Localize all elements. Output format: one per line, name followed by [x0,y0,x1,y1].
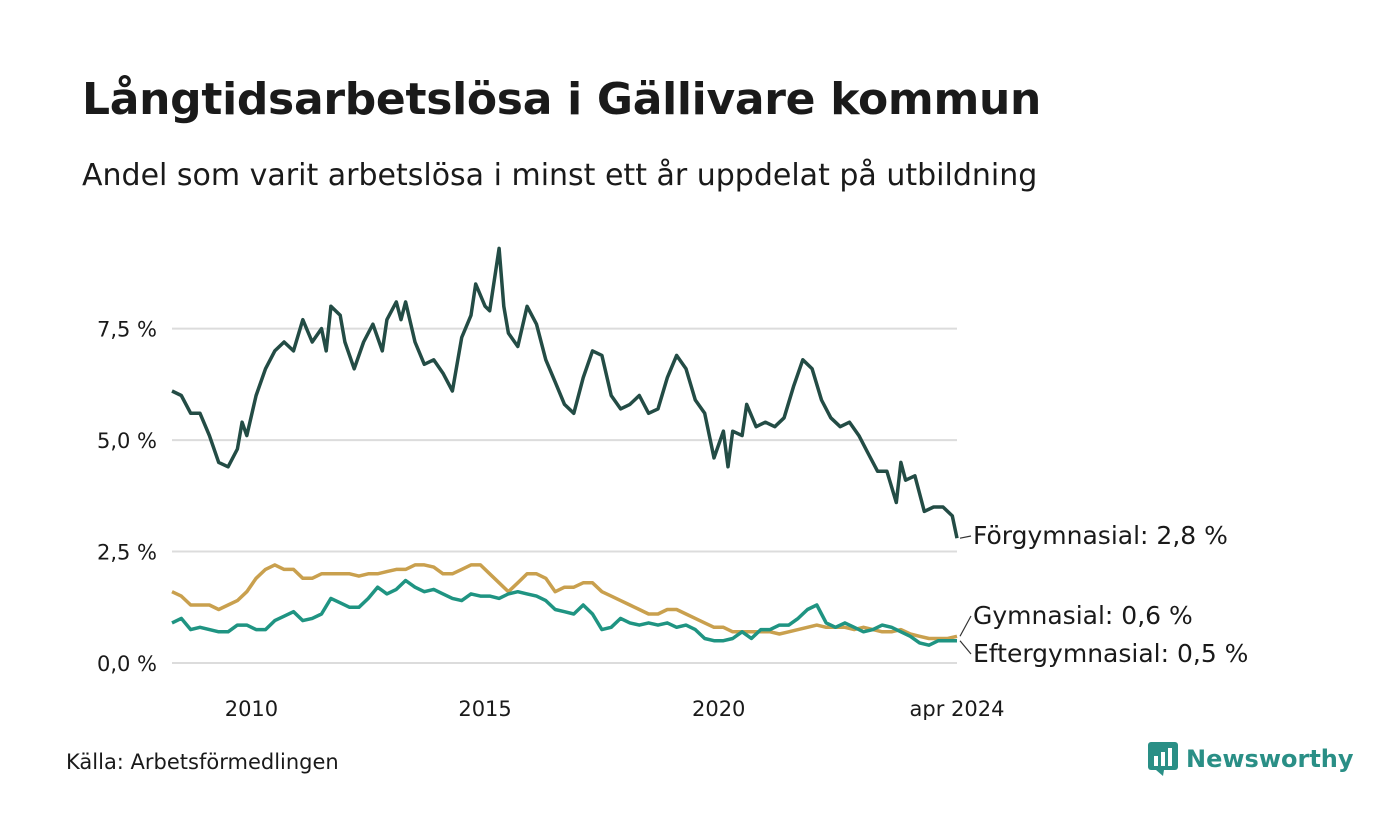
label-leader-förgymnasial [959,535,972,539]
series-line-förgymnasial [171,246,959,539]
gridlines [172,327,957,664]
series-lines [171,246,959,647]
series-line-eftergymnasial [171,578,957,647]
chart-subtitle: Andel som varit arbetslösa i minst ett å… [82,158,1038,193]
newsworthy-logo[interactable]: Newsworthy [1148,742,1354,776]
y-tick-label: 5,0 % [97,429,157,453]
y-tick-label: 7,5 % [97,318,157,342]
brand-name: Newsworthy [1186,745,1354,773]
series-label-förgymnasial: Förgymnasial: 2,8 % [973,521,1228,550]
series-end-labels: Förgymnasial: 2,8 % Gymnasial: 0,6 % Efter… [959,521,1248,668]
label-leader-gymnasial [959,615,972,637]
y-tick-label: 0,0 % [97,652,157,676]
series-label-eftergymnasial: Eftergymnasial: 0,5 % [973,639,1248,668]
x-axis-ticks: 2010 2015 2020 apr 2024 [225,697,1005,720]
line-chart: 0,0 % 2,5 % 5,0 % 7,5 % 2010 2015 2020 apr 202… [97,246,1248,720]
series-line-gymnasial [171,563,958,641]
chart-title: Långtidsarbetslösa i Gällivare kommun [82,74,1042,125]
label-leader-eftergymnasial [959,640,972,655]
x-tick-label: 2010 [225,697,278,720]
y-axis-ticks: 0,0 % 2,5 % 5,0 % 7,5 % [97,318,157,676]
x-tick-label: 2020 [692,697,745,720]
x-tick-label: 2015 [458,697,511,720]
x-tick-label: apr 2024 [910,697,1005,720]
y-tick-label: 2,5 % [97,541,157,565]
series-label-gymnasial: Gymnasial: 0,6 % [973,601,1193,630]
source-note: Källa: Arbetsförmedlingen [66,750,339,774]
newsworthy-chart-icon [1148,742,1178,776]
